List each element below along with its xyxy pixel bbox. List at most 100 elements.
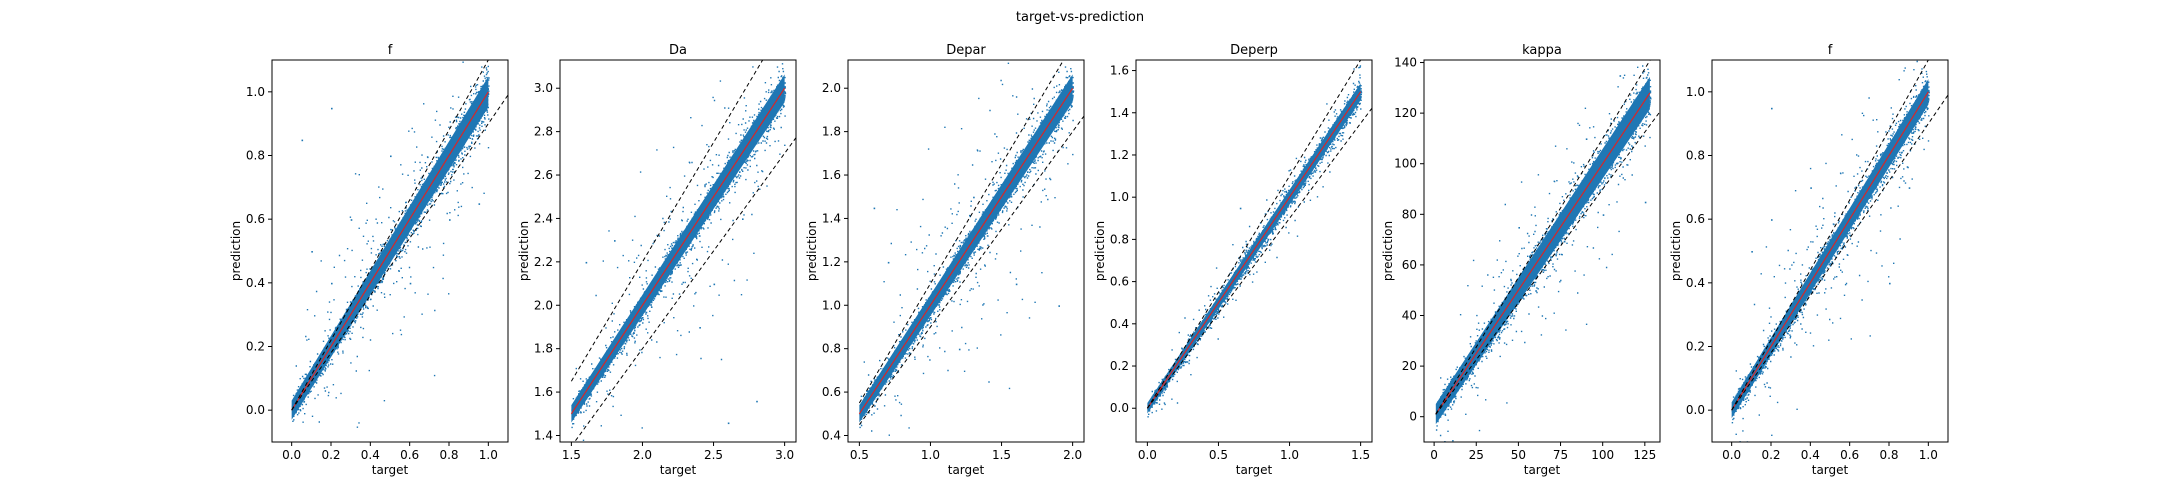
upper-bound-line bbox=[1146, 60, 1362, 409]
data-point bbox=[1318, 157, 1320, 159]
data-point bbox=[727, 422, 730, 425]
lower-bound-line bbox=[1435, 111, 1660, 415]
data-point bbox=[902, 348, 904, 351]
subplot-4: Deperp 0.0 0.5 1.0 1.5 0.0 0.2 0.4 0.6 0.8 1.0 1.2 1… bbox=[1093, 43, 1373, 477]
y-tick-label: 1.6 bbox=[534, 385, 553, 399]
y-tick-label: 0.0 bbox=[1686, 403, 1705, 417]
y-tick-label: 1.0 bbox=[246, 85, 265, 99]
data-point bbox=[331, 107, 333, 110]
data-point bbox=[1771, 219, 1773, 221]
data-point bbox=[301, 139, 304, 142]
x-tick-label: 1.5 bbox=[1351, 448, 1370, 462]
lower-bound-line bbox=[573, 137, 796, 442]
data-point bbox=[449, 219, 451, 221]
data-point bbox=[1649, 97, 1652, 100]
data-point bbox=[1771, 107, 1773, 110]
data-point bbox=[1889, 282, 1891, 285]
data-point bbox=[887, 261, 890, 264]
data-point bbox=[350, 314, 353, 317]
data-point bbox=[409, 282, 412, 285]
x-tick-label: 0.6 bbox=[400, 448, 419, 462]
data-point bbox=[873, 207, 876, 210]
x-tick-label: 0.0 bbox=[282, 448, 301, 462]
x-tick-label: 2.5 bbox=[704, 448, 723, 462]
x-axis-label: target bbox=[1812, 463, 1849, 477]
y-axis-label: prediction bbox=[1093, 221, 1107, 281]
data-point bbox=[1058, 305, 1060, 307]
data-point bbox=[370, 276, 372, 279]
y-tick-label: 120 bbox=[1394, 106, 1417, 120]
y-tick-label: 0 bbox=[1409, 410, 1417, 424]
y-tick-label: 1.0 bbox=[1110, 190, 1129, 204]
data-point bbox=[628, 331, 630, 333]
data-point bbox=[1467, 366, 1470, 368]
y-tick-label: 1.0 bbox=[822, 298, 841, 312]
x-tick-label: 0 bbox=[1430, 448, 1438, 462]
subplot-1: f 0.0 0.2 0.4 0.6 0.8 1.0 0.0 0.2 0.4 0.6 0.8 1.0 tar… bbox=[229, 43, 509, 477]
data-point bbox=[1731, 410, 1734, 412]
data-point bbox=[599, 366, 602, 368]
x-tick-label: 0.2 bbox=[1761, 448, 1780, 462]
y-tick-label: 40 bbox=[1402, 309, 1417, 323]
y-tick-label: 0.8 bbox=[1686, 149, 1705, 163]
y-tick-label: 1.2 bbox=[822, 255, 841, 269]
lower-bound-line bbox=[858, 115, 1084, 425]
x-tick-label: 1.5 bbox=[562, 448, 581, 462]
data-point bbox=[1239, 207, 1242, 210]
x-tick-label: 100 bbox=[1591, 448, 1614, 462]
data-point bbox=[1289, 197, 1292, 199]
x-axis-label: target bbox=[372, 463, 409, 477]
y-tick-label: 0.8 bbox=[822, 342, 841, 356]
data-point bbox=[449, 158, 451, 161]
data-point bbox=[1072, 90, 1075, 92]
scatter-points bbox=[858, 60, 1084, 436]
data-point bbox=[742, 218, 744, 220]
dense-core bbox=[1435, 76, 1650, 425]
data-point bbox=[973, 196, 975, 199]
data-point bbox=[315, 362, 317, 364]
y-tick-label: 0.4 bbox=[246, 276, 265, 290]
y-axis-label: prediction bbox=[229, 221, 243, 281]
data-point bbox=[331, 282, 333, 285]
y-tick-label: 20 bbox=[1402, 359, 1417, 373]
y-tick-label: 0.6 bbox=[822, 385, 841, 399]
y-axis-label: prediction bbox=[1669, 221, 1683, 281]
x-tick-label: 0.0 bbox=[1722, 448, 1741, 462]
figure-suptitle: target-vs-prediction bbox=[1016, 10, 1144, 25]
y-tick-label: 0.2 bbox=[1110, 359, 1129, 373]
data-point bbox=[1908, 187, 1911, 189]
data-point bbox=[1810, 282, 1812, 285]
y-tick-label: 60 bbox=[1402, 258, 1417, 272]
dense-core bbox=[1147, 83, 1361, 414]
identity-line bbox=[1435, 92, 1651, 415]
data-point bbox=[1535, 290, 1537, 292]
data-point bbox=[756, 136, 758, 138]
data-point bbox=[1585, 138, 1588, 140]
y-tick-label: 3.0 bbox=[534, 81, 553, 95]
data-point bbox=[1204, 325, 1206, 328]
identity-line bbox=[1731, 91, 1929, 411]
data-point bbox=[301, 403, 304, 406]
x-tick-label: 0.4 bbox=[361, 448, 380, 462]
y-tick-label: 1.8 bbox=[534, 342, 553, 356]
data-point bbox=[1518, 227, 1520, 229]
data-point bbox=[331, 340, 333, 342]
upper-bound-line bbox=[858, 60, 1065, 404]
x-axis-label: target bbox=[1236, 463, 1273, 477]
data-point bbox=[1044, 131, 1046, 134]
y-tick-label: 100 bbox=[1394, 157, 1417, 171]
y-axis-label: prediction bbox=[517, 221, 531, 281]
y-tick-label: 140 bbox=[1394, 56, 1417, 70]
subplot-title: Depar bbox=[946, 43, 986, 58]
data-point bbox=[958, 261, 961, 264]
x-tick-label: 1.0 bbox=[479, 448, 498, 462]
scatter-points bbox=[1146, 60, 1372, 418]
identity-line bbox=[570, 87, 786, 415]
y-axis-label: prediction bbox=[805, 221, 819, 281]
y-tick-label: 2.0 bbox=[534, 298, 553, 312]
subplot-title: kappa bbox=[1522, 43, 1562, 58]
x-tick-label: 1.5 bbox=[992, 448, 1011, 462]
x-tick-label: 0.8 bbox=[439, 448, 458, 462]
subplot-5: kappa 0 25 50 75 100 125 0 20 40 60 80 100 120 140 targ… bbox=[1381, 43, 1661, 477]
